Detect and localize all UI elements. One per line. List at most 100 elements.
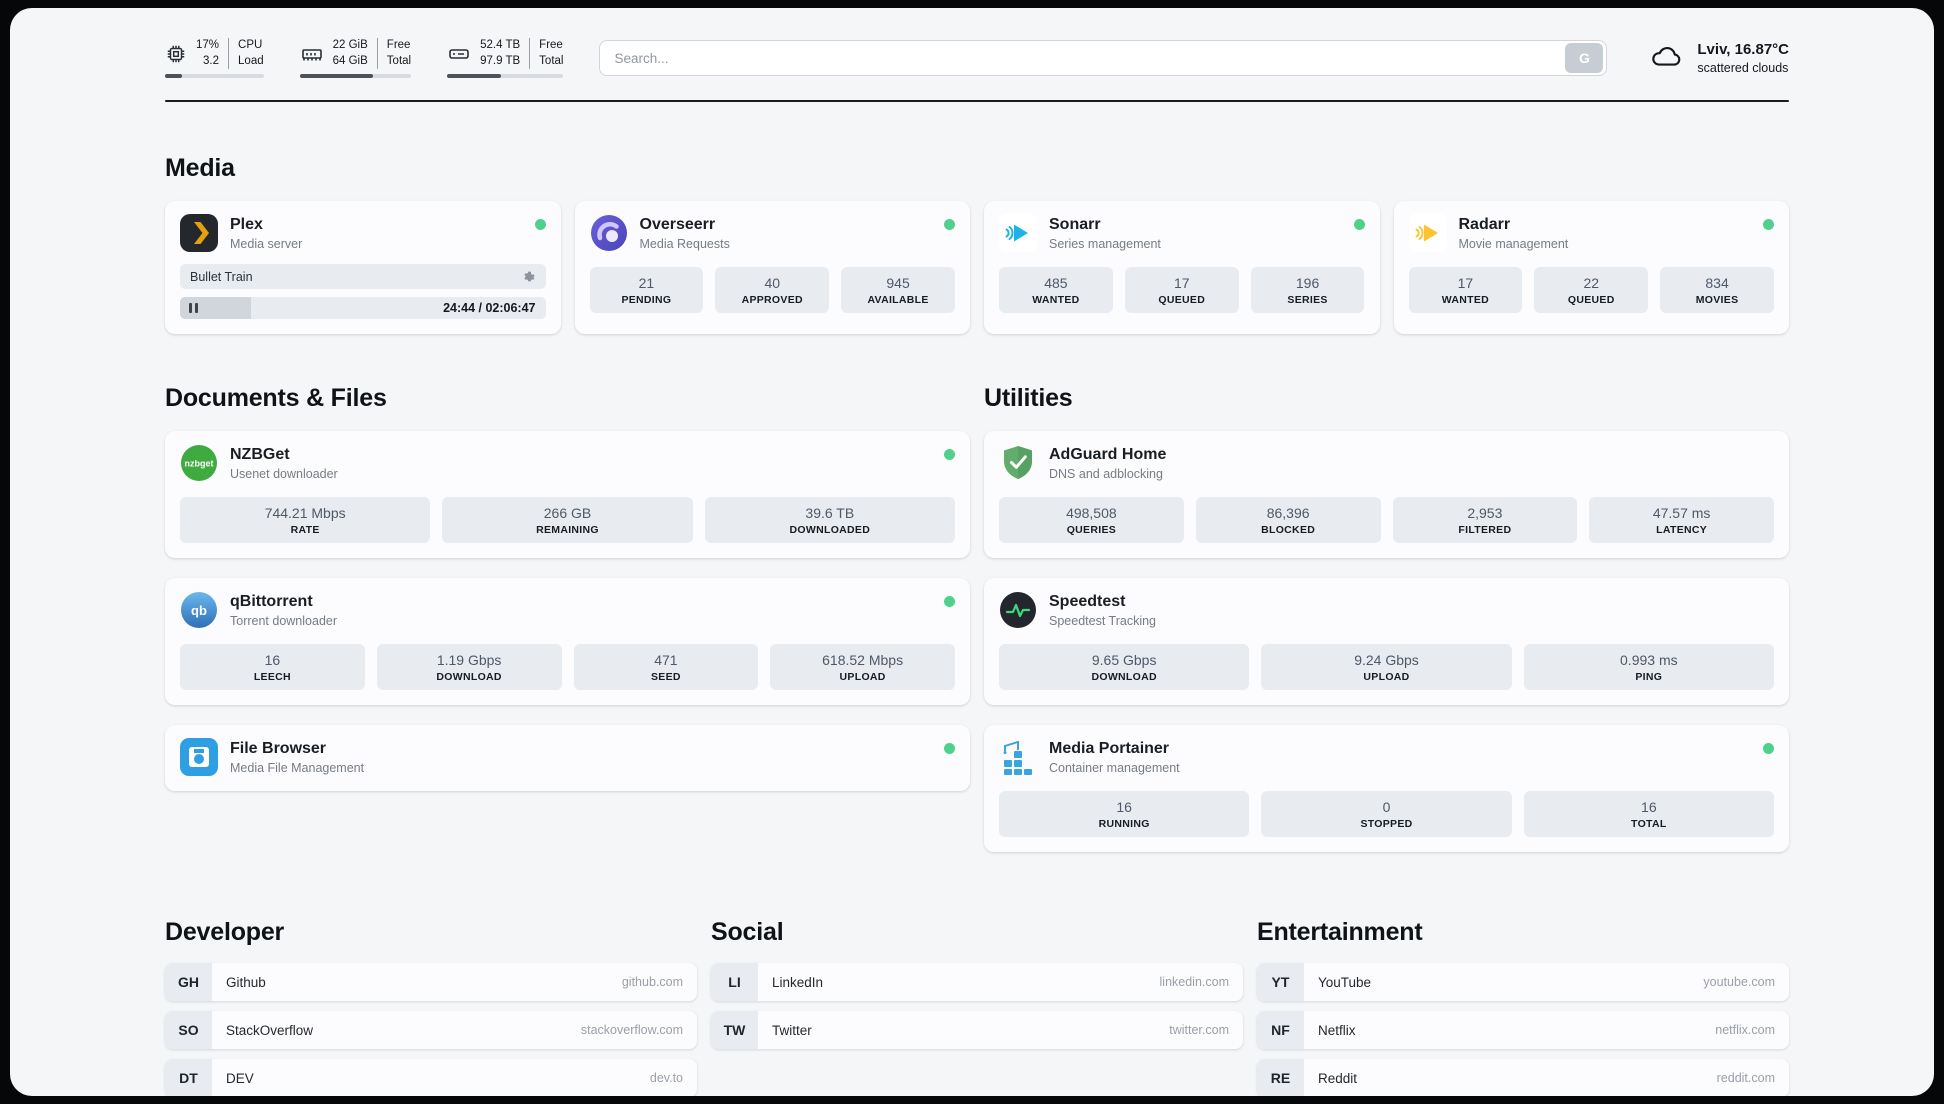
app-subtitle: Movie management [1458, 237, 1569, 252]
media-section: Media Plex Media server [165, 154, 1789, 335]
bookmark-group-entertainment: Entertainment YT YouTube youtube.com NF … [1257, 918, 1789, 1096]
media-section-heading: Media [165, 154, 235, 183]
bookmark-abbr: YT [1257, 963, 1304, 1002]
speedtest-icon [999, 591, 1037, 629]
bookmark-url: dev.to [649, 1071, 683, 1086]
app-card-radarr[interactable]: Radarr Movie management 17 WANTED 22 QUE… [1393, 201, 1789, 335]
playback-progress-bar[interactable]: 24:44 / 02:06:47 [180, 297, 546, 320]
status-dot [1763, 219, 1774, 231]
cpu-usage-value: 17% [196, 39, 220, 51]
svg-text:nzbget: nzbget [185, 459, 214, 469]
stat-latency: 47.57 ms LATENCY [1589, 497, 1774, 544]
bookmark-github[interactable]: GH Github github.com [165, 963, 697, 1002]
bookmark-url: twitter.com [1169, 1023, 1229, 1038]
app-subtitle: Container management [1049, 761, 1180, 776]
cloud-icon [1647, 39, 1685, 78]
bookmark-linkedin[interactable]: LI LinkedIn linkedin.com [711, 963, 1243, 1002]
app-card-sonarr[interactable]: Sonarr Series management 485 WANTED 17 Q… [984, 201, 1380, 335]
stat-downloaded: 39.6 TB DOWNLOADED [704, 497, 955, 544]
weather-widget[interactable]: Lviv, 16.87°C scattered clouds [1647, 39, 1789, 78]
radarr-icon [1408, 214, 1447, 253]
now-playing-title-bar: Bullet Train [180, 264, 546, 290]
app-card-qbittorrent[interactable]: qb qBittorrent Torrent downloader 16 LEE… [165, 578, 970, 706]
search-engine-button[interactable]: G [1565, 43, 1604, 74]
stat-queued: 17 QUEUED [1124, 267, 1239, 314]
weather-location: Lviv, 16.87°C [1697, 40, 1789, 58]
stat-series: 196 SERIES [1250, 267, 1365, 314]
app-name: File Browser [230, 740, 327, 758]
stat-running: 16 RUNNING [999, 791, 1250, 838]
bookmark-twitter[interactable]: TW Twitter twitter.com [711, 1011, 1243, 1050]
stat-upload: 618.52 Mbps UPLOAD [770, 644, 955, 691]
app-subtitle: Series management [1049, 237, 1161, 252]
app-subtitle: Speedtest Tracking [1049, 614, 1157, 629]
bookmark-youtube[interactable]: YT YouTube youtube.com [1257, 963, 1789, 1002]
bookmark-abbr: NF [1257, 1011, 1304, 1050]
status-dot [534, 219, 546, 231]
stat-approved: 40 APPROVED [715, 267, 830, 314]
search-input[interactable] [599, 40, 1608, 77]
bookmark-abbr: RE [1257, 1059, 1304, 1096]
bookmark-name: LinkedIn [772, 974, 824, 990]
stat-remaining: 266 GB REMAINING [442, 497, 693, 544]
bookmark-name: YouTube [1318, 974, 1372, 990]
utilities-section-heading: Utilities [984, 384, 1073, 413]
app-card-nzbget[interactable]: nzbget NZBGet Usenet downloader 744.21 M… [165, 431, 970, 559]
stat-filtered: 2,953 FILTERED [1392, 497, 1578, 544]
ram-progress-fill [299, 74, 374, 79]
app-subtitle: Usenet downloader [230, 467, 338, 482]
app-name: Radarr [1458, 216, 1511, 234]
app-subtitle: Media Requests [639, 237, 730, 252]
cpu-load-value: 3.2 [203, 54, 220, 67]
bookmark-abbr: GH [165, 963, 212, 1002]
bookmark-netflix[interactable]: NF Netflix netflix.com [1257, 1011, 1789, 1050]
ram-label-top: Free [386, 39, 411, 51]
bookmark-url: netflix.com [1715, 1023, 1775, 1038]
bookmark-reddit[interactable]: RE Reddit reddit.com [1257, 1059, 1789, 1096]
portainer-icon [999, 738, 1037, 776]
status-dot [944, 596, 955, 608]
app-name: NZBGet [230, 446, 290, 464]
disk-total-value: 97.9 TB [480, 54, 521, 67]
stat-wanted: 17 WANTED [1408, 267, 1523, 314]
stat-stopped: 0 STOPPED [1261, 791, 1512, 838]
nzbget-icon: nzbget [180, 444, 218, 482]
pause-icon[interactable] [189, 303, 198, 314]
cpu-progress-fill [165, 74, 182, 79]
cpu-progress-bar [165, 74, 264, 79]
filebrowser-icon [180, 738, 218, 777]
bookmark-url: youtube.com [1703, 975, 1775, 990]
bookmark-group-social: Social LI LinkedIn linkedin.com TW Twitt… [711, 918, 1243, 1096]
bookmark-url: linkedin.com [1159, 975, 1229, 990]
bookmark-name: StackOverflow [226, 1022, 314, 1038]
app-card-adguard[interactable]: AdGuard Home DNS and adblocking 498,508 … [984, 431, 1789, 559]
gear-icon[interactable] [523, 270, 536, 283]
disk-icon [447, 42, 471, 66]
app-name: Speedtest [1049, 593, 1126, 611]
cpu-label-bottom: Load [238, 54, 264, 67]
bookmark-stackoverflow[interactable]: SO StackOverflow stackoverflow.com [165, 1011, 697, 1050]
app-card-portainer[interactable]: Media Portainer Container management 16 … [984, 725, 1789, 853]
stat-leech: 16 LEECH [180, 644, 365, 691]
disk-label-top: Free [539, 39, 563, 51]
app-card-plex[interactable]: Plex Media server Bullet Train [165, 201, 561, 335]
weather-condition: scattered clouds [1697, 60, 1789, 75]
bookmark-dev[interactable]: DT DEV dev.to [165, 1059, 697, 1096]
app-name: Media Portainer [1049, 740, 1170, 758]
app-subtitle: DNS and adblocking [1049, 467, 1163, 482]
app-card-speedtest[interactable]: Speedtest Speedtest Tracking 9.65 Gbps D… [984, 578, 1789, 706]
bookmark-url: reddit.com [1716, 1071, 1775, 1086]
bookmark-name: Twitter [772, 1022, 812, 1038]
ram-total-value: 64 GiB [332, 54, 368, 67]
app-card-overseerr[interactable]: Overseerr Media Requests 21 PENDING 40 A… [574, 201, 970, 335]
overseerr-icon [590, 214, 628, 252]
stat-queries: 498,508 QUERIES [999, 497, 1184, 544]
app-name: Plex [230, 216, 263, 234]
disk-free-value: 52.4 TB [480, 39, 521, 51]
app-name: Sonarr [1049, 216, 1101, 234]
bookmark-name: DEV [226, 1070, 254, 1086]
bookmark-abbr: DT [165, 1059, 212, 1096]
app-card-filebrowser[interactable]: File Browser Media File Management [165, 725, 970, 792]
ram-icon [300, 42, 324, 66]
disk-label-bottom: Total [539, 54, 564, 67]
